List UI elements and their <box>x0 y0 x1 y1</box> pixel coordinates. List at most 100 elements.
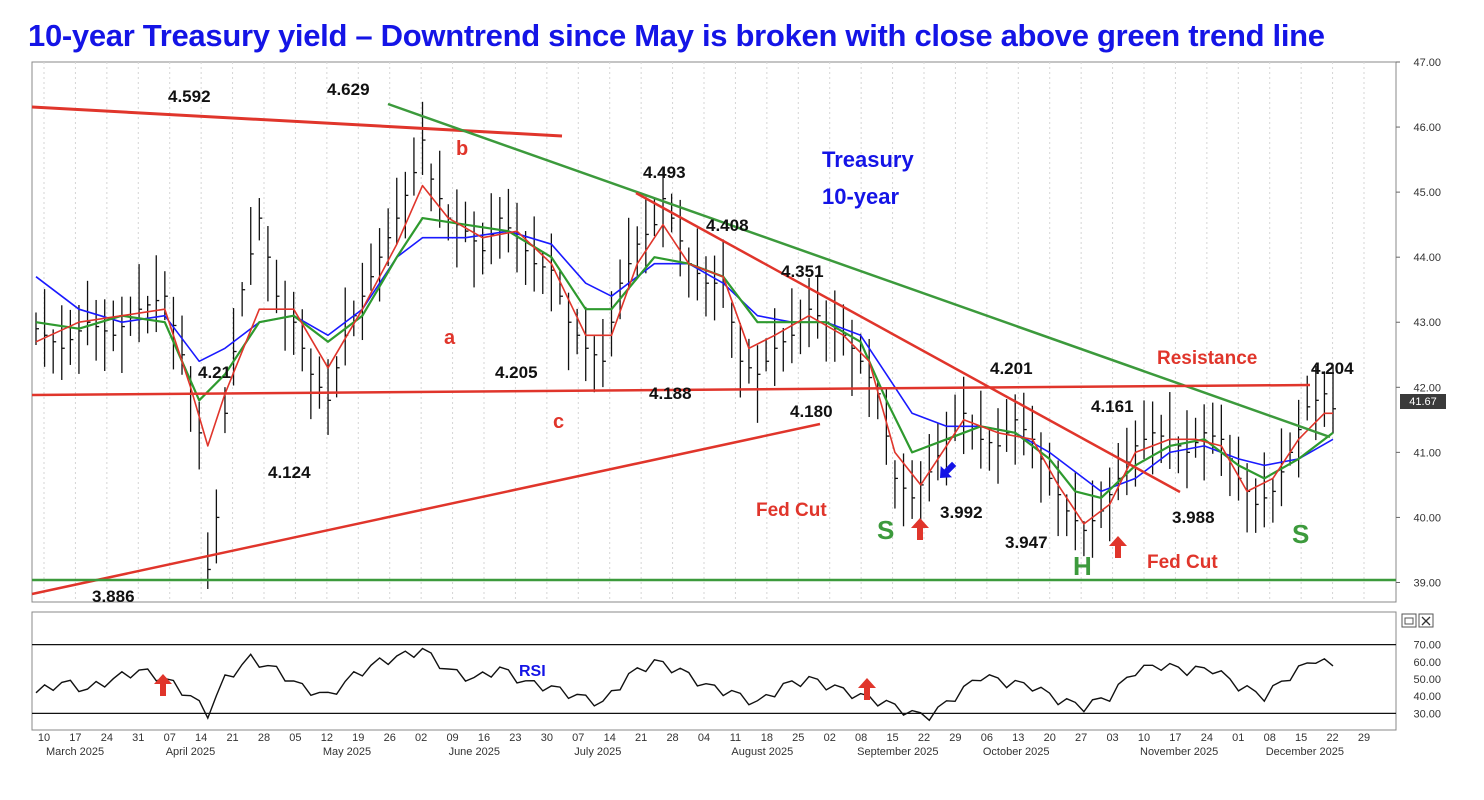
label-421: 4.21 <box>198 363 231 382</box>
x-tick-label: 09 <box>446 732 458 744</box>
x-month-label: November 2025 <box>1140 746 1218 758</box>
rsi-tick-label: 50.00 <box>1413 674 1441 686</box>
y-tick-label: 47.00 <box>1413 57 1441 69</box>
label-4180: 4.180 <box>790 402 833 421</box>
label-4161: 4.161 <box>1091 397 1134 416</box>
x-tick-label: 13 <box>1012 732 1024 744</box>
label-4205: 4.205 <box>495 363 538 382</box>
chart-title: 10-year Treasury yield – Downtrend since… <box>28 18 1325 53</box>
x-tick-label: 07 <box>164 732 176 744</box>
rsi-tick-label: 30.00 <box>1413 708 1441 720</box>
label-4204: 4.204 <box>1311 359 1354 378</box>
x-tick-label: 07 <box>572 732 584 744</box>
rsi-polyline <box>35 647 1334 722</box>
y-tick-label: 41.00 <box>1413 447 1441 459</box>
horizontal-resistance-line <box>31 383 1311 397</box>
rsi-tick-label: 40.00 <box>1413 691 1441 703</box>
x-month-label: March 2025 <box>46 746 104 758</box>
x-tick-label: 17 <box>1169 732 1181 744</box>
x-tick-label: 28 <box>258 732 270 744</box>
x-month-label: August 2025 <box>731 746 793 758</box>
x-axis: 10 17 24 31 07 14 21 28 05 12 19 26 02 09 16 23 30 07 14 21… <box>38 732 1370 758</box>
x-tick-label: 04 <box>698 732 710 744</box>
up-arrow-icon-4 <box>858 678 876 700</box>
x-tick-label: 02 <box>824 732 836 744</box>
label-3992: 3.992 <box>940 503 983 522</box>
rsi-label: RSI <box>519 663 546 680</box>
x-tick-label: 29 <box>1358 732 1370 744</box>
label-4124: 4.124 <box>268 463 311 482</box>
x-month-label: December 2025 <box>1266 746 1344 758</box>
x-tick-label: 30 <box>541 732 553 744</box>
vertical-gridlines <box>43 62 1365 730</box>
upper-red-trendline <box>31 105 563 138</box>
x-month-label: June 2025 <box>449 746 500 758</box>
x-tick-label: 21 <box>226 732 238 744</box>
y-tick-label: 43.00 <box>1413 317 1441 329</box>
x-tick-label: 28 <box>666 732 678 744</box>
label-4629: 4.629 <box>327 80 370 99</box>
x-tick-label: 15 <box>886 732 898 744</box>
x-tick-label: 22 <box>1326 732 1338 744</box>
wave-a-label: a <box>444 327 456 349</box>
x-tick-label: 27 <box>1075 732 1087 744</box>
y-tick-label: 40.00 <box>1413 512 1441 524</box>
label-4188: 4.188 <box>649 384 692 403</box>
x-tick-label: 24 <box>1201 732 1213 744</box>
fed-cut-label-1: Fed Cut <box>756 500 827 521</box>
label-4408: 4.408 <box>706 216 749 235</box>
y-tick-label: 46.00 <box>1413 122 1441 134</box>
right-shoulder-label: S <box>1292 519 1309 549</box>
main-plot-area <box>31 61 1397 603</box>
x-month-label: May 2025 <box>323 746 371 758</box>
rsi-line <box>35 647 1334 722</box>
x-tick-label: 21 <box>635 732 647 744</box>
x-month-label: July 2025 <box>574 746 621 758</box>
y-tick-label: 39.00 <box>1413 577 1441 589</box>
up-arrow-icon-1 <box>911 518 929 540</box>
resistance-label: Resistance <box>1157 348 1257 369</box>
x-tick-label: 24 <box>101 732 113 744</box>
x-tick-label: 01 <box>1232 732 1244 744</box>
x-tick-label: 08 <box>1264 732 1276 744</box>
annotations: 4.592 4.629 4.493 4.408 4.351 4.201 4.20… <box>92 80 1354 606</box>
x-tick-label: 03 <box>1106 732 1118 744</box>
ma-fast-line <box>35 184 1333 525</box>
x-tick-label: 23 <box>509 732 521 744</box>
x-tick-label: 05 <box>289 732 301 744</box>
head-label: H <box>1073 551 1092 581</box>
x-tick-label: 08 <box>855 732 867 744</box>
x-tick-label: 11 <box>730 732 741 744</box>
rsi-tick-label: 60.00 <box>1413 657 1441 669</box>
series-name-line2: 10-year <box>822 184 900 209</box>
moving-averages <box>35 184 1334 525</box>
label-4351: 4.351 <box>781 262 824 281</box>
down-left-arrow-icon <box>940 461 957 478</box>
x-tick-label: 31 <box>132 732 144 744</box>
x-tick-label: 12 <box>321 732 333 744</box>
wave-b-label: b <box>456 138 468 160</box>
x-tick-label: 29 <box>949 732 961 744</box>
label-4592: 4.592 <box>168 87 211 106</box>
rsi-axis: 70.00 60.00 50.00 40.00 30.00 <box>32 640 1441 720</box>
label-3947: 3.947 <box>1005 533 1048 552</box>
x-month-label: September 2025 <box>857 746 938 758</box>
wave-c-label: c <box>553 411 564 433</box>
y-tick-label: 42.00 <box>1413 382 1441 394</box>
label-4493: 4.493 <box>643 163 686 182</box>
y-tick-label: 45.00 <box>1413 187 1441 199</box>
label-4201: 4.201 <box>990 359 1033 378</box>
y-tick-label: 44.00 <box>1413 252 1441 264</box>
maximize-icon[interactable] <box>1401 613 1417 628</box>
up-arrow-icon-3 <box>154 674 172 696</box>
x-tick-label: 18 <box>761 732 773 744</box>
green-downtrend-line <box>387 102 1331 439</box>
x-tick-label: 17 <box>69 732 81 744</box>
x-tick-label: 14 <box>195 732 207 744</box>
fed-cut-label-2: Fed Cut <box>1147 552 1218 573</box>
up-arrow-icon-2 <box>1109 536 1127 558</box>
label-3988: 3.988 <box>1172 508 1215 527</box>
x-tick-label: 02 <box>415 732 427 744</box>
x-tick-label: 22 <box>918 732 930 744</box>
series-name-line1: Treasury <box>822 147 914 172</box>
